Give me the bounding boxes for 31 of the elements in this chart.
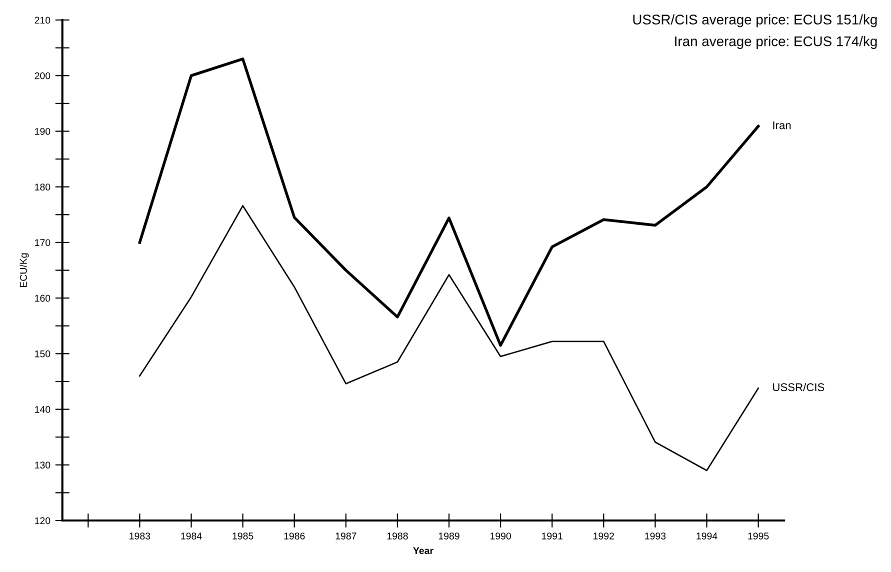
x-axis-title: Year (413, 547, 434, 554)
series-label: Iran (773, 121, 791, 130)
x-tick-label: 1995 (748, 532, 769, 540)
x-tick-label: 1987 (336, 532, 356, 540)
x-tick-label: 1983 (130, 532, 150, 540)
y-tick-label: 120 (35, 517, 50, 524)
x-tick-label: 1985 (232, 532, 254, 540)
y-tick-label: 150 (35, 350, 50, 358)
y-tick-label: 200 (34, 72, 50, 80)
y-tick-label: 190 (35, 128, 50, 135)
y-tick-label: 140 (35, 406, 50, 413)
line-series (138, 58, 760, 347)
x-tick-label: 1993 (645, 532, 666, 540)
y-tick-label: 170 (35, 239, 50, 246)
x-tick-label: 1989 (438, 532, 460, 540)
x-tick-label: 1990 (490, 532, 511, 540)
x-tick-label: 1984 (181, 532, 202, 540)
x-tick-label: 1991 (542, 532, 562, 540)
x-tick-label: 1994 (696, 532, 718, 540)
y-tick-label: 130 (35, 462, 50, 469)
x-tick-label: 1988 (387, 532, 408, 540)
line-series (139, 205, 759, 472)
y-tick-label: 210 (34, 16, 50, 24)
annotation: Iran average price: ECUS 174/kg (675, 36, 877, 49)
series-label: USSR/CIS (773, 382, 824, 392)
x-tick-label: 1992 (594, 532, 614, 540)
annotation: USSR/CIS average price: ECUS 151/kg (633, 14, 877, 28)
y-tick-label: 180 (35, 184, 50, 190)
y-tick-label: 160 (35, 294, 50, 302)
y-axis-title: ECU/Kg (20, 253, 29, 288)
x-tick-label: 1986 (284, 532, 305, 540)
